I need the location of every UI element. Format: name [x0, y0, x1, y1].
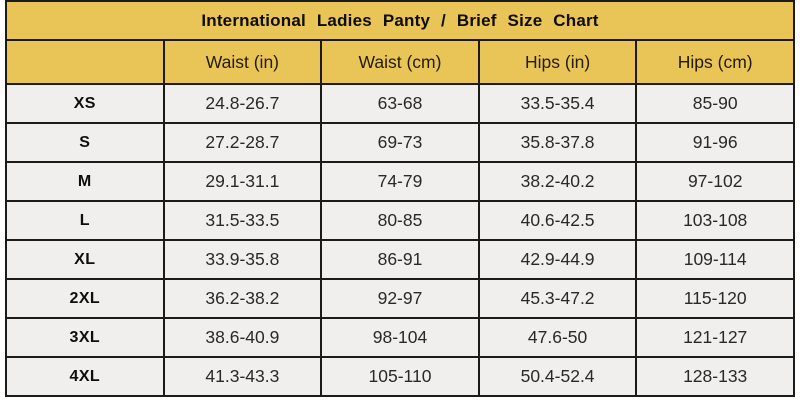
hips-in-cell: 42.9-44.9	[477, 239, 638, 280]
hips-cm-cell: 109-114	[635, 239, 795, 280]
size-chart-table: International Ladies Panty / Brief Size …	[5, 0, 795, 397]
table-row-l: L 31.5-33.5 80-85 40.6-42.5 103-108	[5, 200, 795, 241]
waist-cm-cell: 74-79	[320, 161, 480, 202]
hips-in-cell: 45.3-47.2	[477, 278, 638, 319]
hips-in-cell: 33.5-35.4	[477, 83, 638, 124]
hips-in-cell: 47.6-50	[477, 317, 638, 358]
hips-in-cell: 50.4-52.4	[477, 356, 638, 397]
size-label: 4XL	[5, 356, 165, 397]
hips-in-cell: 38.2-40.2	[477, 161, 638, 202]
waist-cm-cell: 86-91	[320, 239, 480, 280]
table-row-3xl: 3XL 38.6-40.9 98-104 47.6-50 121-127	[5, 317, 795, 358]
hips-cm-cell: 115-120	[635, 278, 795, 319]
size-label: S	[5, 122, 165, 163]
size-label: M	[5, 161, 165, 202]
size-chart: International Ladies Panty / Brief Size …	[5, 0, 795, 397]
size-label: 3XL	[5, 317, 165, 358]
hips-cm-cell: 128-133	[635, 356, 795, 397]
waist-cm-cell: 69-73	[320, 122, 480, 163]
table-row-4xl: 4XL 41.3-43.3 105-110 50.4-52.4 128-133	[5, 356, 795, 397]
title-row: International Ladies Panty / Brief Size …	[5, 0, 795, 41]
column-header-hips-cm: Hips (cm)	[635, 39, 795, 85]
table-row-m: M 29.1-31.1 74-79 38.2-40.2 97-102	[5, 161, 795, 202]
waist-cm-cell: 80-85	[320, 200, 480, 241]
column-header-waist-cm: Waist (cm)	[320, 39, 480, 85]
waist-in-cell: 31.5-33.5	[162, 200, 323, 241]
waist-in-cell: 27.2-28.7	[162, 122, 323, 163]
table-row-s: S 27.2-28.7 69-73 35.8-37.8 91-96	[5, 122, 795, 163]
column-header-waist-in: Waist (in)	[162, 39, 323, 85]
column-header-row: Waist (in) Waist (cm) Hips (in) Hips (cm…	[5, 39, 795, 85]
size-label: XL	[5, 239, 165, 280]
waist-in-cell: 41.3-43.3	[162, 356, 323, 397]
hips-cm-cell: 121-127	[635, 317, 795, 358]
waist-in-cell: 24.8-26.7	[162, 83, 323, 124]
column-header-size	[5, 39, 165, 85]
waist-cm-cell: 98-104	[320, 317, 480, 358]
waist-cm-cell: 92-97	[320, 278, 480, 319]
column-header-hips-in: Hips (in)	[477, 39, 638, 85]
table-row-xs: XS 24.8-26.7 63-68 33.5-35.4 85-90	[5, 83, 795, 124]
hips-in-cell: 40.6-42.5	[477, 200, 638, 241]
size-label: 2XL	[5, 278, 165, 319]
waist-in-cell: 38.6-40.9	[162, 317, 323, 358]
table-row-2xl: 2XL 36.2-38.2 92-97 45.3-47.2 115-120	[5, 278, 795, 319]
hips-cm-cell: 103-108	[635, 200, 795, 241]
hips-in-cell: 35.8-37.8	[477, 122, 638, 163]
hips-cm-cell: 97-102	[635, 161, 795, 202]
hips-cm-cell: 85-90	[635, 83, 795, 124]
chart-title: International Ladies Panty / Brief Size …	[5, 0, 795, 41]
waist-in-cell: 33.9-35.8	[162, 239, 323, 280]
waist-in-cell: 29.1-31.1	[162, 161, 323, 202]
table-row-xl: XL 33.9-35.8 86-91 42.9-44.9 109-114	[5, 239, 795, 280]
size-label: L	[5, 200, 165, 241]
size-label: XS	[5, 83, 165, 124]
waist-in-cell: 36.2-38.2	[162, 278, 323, 319]
waist-cm-cell: 63-68	[320, 83, 480, 124]
waist-cm-cell: 105-110	[320, 356, 480, 397]
hips-cm-cell: 91-96	[635, 122, 795, 163]
